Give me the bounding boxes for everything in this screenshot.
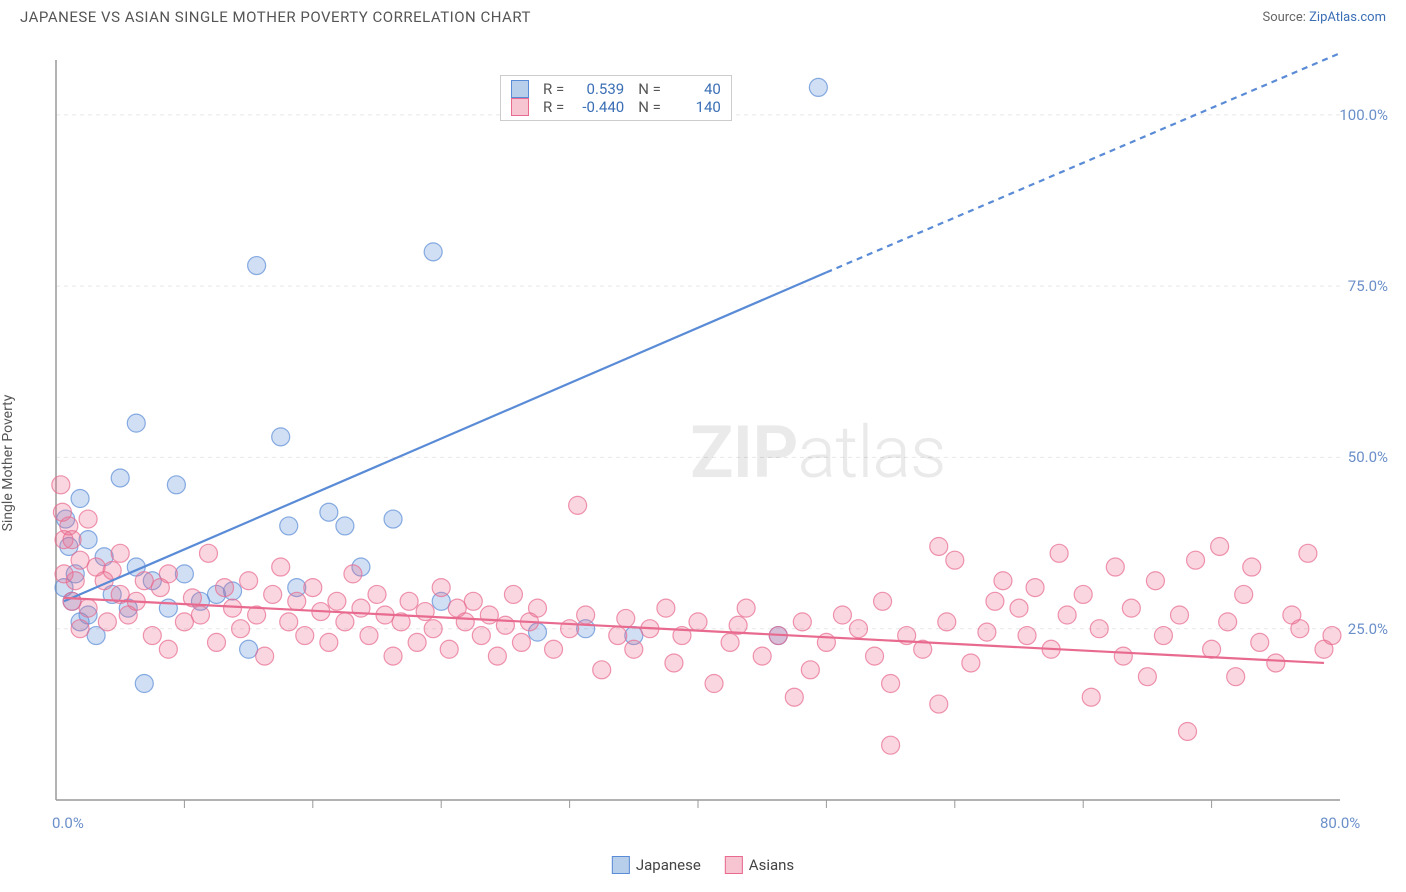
y-tick-label: 50.0% — [1348, 448, 1388, 466]
legend-item-asians: Asians — [725, 856, 794, 874]
source-attribution: Source: ZipAtlas.com — [1262, 10, 1386, 25]
y-tick-label: 25.0% — [1348, 620, 1388, 638]
correlation-legend: R = 0.539 N = 40 R = -0.440 N = 140 — [500, 75, 732, 121]
chart-area: Single Mother Poverty ZIPatlas R = 0.539… — [0, 30, 1406, 880]
corr-row-japanese: R = 0.539 N = 40 — [511, 80, 721, 98]
scatter-plot — [50, 40, 1380, 840]
swatch-asians — [511, 98, 529, 116]
series-legend: Japanese Asians — [612, 856, 794, 874]
legend-item-japanese: Japanese — [612, 856, 701, 874]
source-link[interactable]: ZipAtlas.com — [1309, 10, 1386, 25]
x-tick-label: 0.0% — [52, 814, 84, 832]
y-tick-label: 75.0% — [1348, 277, 1388, 295]
y-tick-label: 100.0% — [1339, 106, 1388, 124]
legend-label-japanese: Japanese — [636, 856, 701, 874]
legend-swatch-asians — [725, 856, 743, 874]
chart-title: JAPANESE VS ASIAN SINGLE MOTHER POVERTY … — [20, 8, 531, 26]
y-axis-label: Single Mother Poverty — [0, 395, 16, 532]
corr-row-asians: R = -0.440 N = 140 — [511, 98, 721, 116]
legend-swatch-japanese — [612, 856, 630, 874]
swatch-japanese — [511, 80, 529, 98]
legend-label-asians: Asians — [749, 856, 794, 874]
x-tick-label: 80.0% — [1320, 814, 1360, 832]
